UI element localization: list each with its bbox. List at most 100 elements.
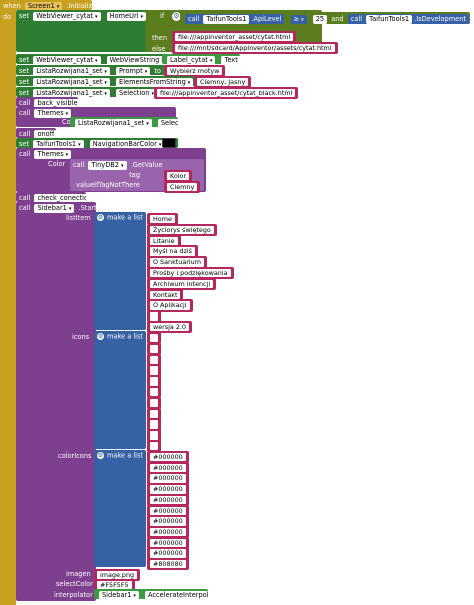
compare-op[interactable]: ≥ ▾ [290, 15, 307, 24]
label-cytat-dropdown[interactable]: Label_cytat ▾ [167, 56, 216, 64]
list-item-string[interactable]: Prośby i podziękowania [147, 267, 234, 280]
list-item-string[interactable]: wersja 2.0 [147, 321, 193, 334]
color-param-label: Color [48, 160, 66, 168]
selection-property-dropdown[interactable]: Selection▾ [157, 119, 178, 127]
sidebar1-dropdown[interactable]: Sidebar1 ▾ [34, 204, 75, 213]
color-icon-string[interactable]: #000000 [147, 451, 189, 464]
make-list-icons-block[interactable]: ⚙ make a list [94, 331, 146, 449]
icon-empty-string[interactable] [147, 440, 162, 453]
listarozwijana-dropdown[interactable]: ListaRozwijana1_set ▾ [33, 89, 110, 97]
event-block-frame[interactable] [0, 0, 16, 605]
list-item-string[interactable]: Home [147, 213, 178, 226]
listitem-param-label: listItem [66, 214, 91, 222]
gear-icon[interactable]: ⚙ [97, 452, 104, 459]
selectcolor-string[interactable]: #F5F5F5 [94, 579, 135, 592]
else-url-string[interactable]: file:///mnt/sdcard/AppInventor/assets/cy… [172, 42, 338, 55]
tinydb2-dropdown[interactable]: TinyDB2 ▾ [88, 161, 127, 170]
color-icon-string[interactable]: #808080 [147, 558, 189, 571]
color-icon-string[interactable]: #000000 [147, 472, 189, 485]
color-icon-string[interactable]: #000000 [147, 483, 189, 496]
interpolator-getter[interactable]: Sidebar1▾ AccelerateInterpolator▾ [94, 589, 208, 599]
check-conection-dropdown[interactable]: check_conection▾ [34, 194, 86, 202]
gear-icon[interactable]: ⚙ [97, 214, 104, 221]
interpolator-property-dropdown[interactable]: AccelerateInterpolator▾ [145, 591, 208, 599]
icon-empty-string[interactable] [147, 396, 162, 410]
make-list-items-block[interactable]: ⚙ make a list [94, 212, 146, 330]
color-icon-string[interactable]: #000000 [147, 515, 189, 528]
homeurl-property-dropdown[interactable]: HomeUrl ▾ [106, 12, 146, 21]
icon-empty-string[interactable] [147, 407, 162, 420]
list-item-string[interactable]: Litanie [147, 234, 181, 247]
icon-empty-string[interactable] [147, 375, 162, 388]
chevron-down-icon: ▾ [144, 69, 148, 75]
event-header[interactable]: when Screen1▾ .Initialize [0, 0, 92, 10]
color-icon-string[interactable]: #000000 [147, 536, 189, 549]
set-selection-block[interactable]: set ListaRozwijana1_set▾ Selection▾ to [16, 87, 160, 97]
prompt-string[interactable]: Wybierz motyw [164, 65, 226, 78]
color-icon-string[interactable]: #000000 [147, 461, 189, 475]
color-icon-string[interactable]: #000000 [147, 547, 189, 560]
make-list-coloricons-block[interactable]: ⚙ make a list [94, 450, 146, 567]
then-url-string[interactable]: file:///appinventor_asset/cytat.html [172, 31, 297, 44]
apilevel-call[interactable]: call TaifunTools1 .ApiLevel [185, 14, 285, 24]
list-item-string[interactable]: Życiorys świętego [147, 223, 217, 237]
webviewer-cytat-dropdown[interactable]: WebViewer_cytat ▾ [33, 12, 101, 21]
list-item-string[interactable] [147, 310, 162, 323]
list-item-string[interactable]: Kontakt [147, 288, 184, 301]
color-icon-string[interactable]: #000000 [147, 525, 189, 539]
listarozwijana-dropdown[interactable]: ListaRozwijana1_set ▾ [33, 78, 110, 86]
set-webviewstring-block[interactable]: set WebViewer_cytat▾ WebViewString▾ to [16, 54, 166, 64]
imagen-string[interactable]: image.png [94, 569, 141, 582]
icon-empty-string[interactable] [147, 353, 162, 366]
elements-string[interactable]: Ciemny, Jasny [194, 76, 252, 89]
selection-string[interactable]: file:///appinventor_asset/cytat_black.ht… [154, 87, 299, 100]
onoff-dropdown[interactable]: onoff▾ [34, 130, 56, 138]
prompt-property-dropdown[interactable]: Prompt ▾ [116, 67, 151, 75]
listarozwijana-dropdown[interactable]: ListaRozwijana1_set ▾ [33, 67, 110, 75]
sidebar-start-block[interactable]: call Sidebar1 ▾ .Start [16, 202, 96, 601]
icon-empty-string[interactable] [147, 418, 162, 431]
icon-empty-string[interactable] [147, 342, 162, 356]
themes-dropdown[interactable]: Themes ▾ [34, 109, 72, 118]
set-navbar-color-block[interactable]: set TaifunTools1▾ NavigationBarColor▾ to [16, 138, 178, 148]
selection-property-dropdown[interactable]: Selection▾ [116, 89, 157, 97]
label-cytat-text-getter[interactable]: Label_cytat▾ Text▾ [162, 54, 240, 64]
list-item-string[interactable]: O Sanktuarium [147, 256, 207, 269]
elementsfromstring-property-dropdown[interactable]: ElementsFromString ▾ [116, 78, 194, 86]
call-back-visible-block[interactable]: call back_visible▾ [16, 97, 78, 107]
icon-empty-string[interactable] [147, 429, 162, 442]
text-property-dropdown[interactable]: Text▾ [221, 56, 240, 64]
screen-component-dropdown[interactable]: Screen1 ▾ [24, 2, 63, 10]
list-item-string[interactable]: Myśl na dziś [147, 245, 198, 258]
themes-dropdown[interactable]: Themes ▾ [34, 150, 72, 159]
set-prompt-block[interactable]: set ListaRozwijana1_set ▾ Prompt ▾ to [16, 65, 166, 75]
call-onoff-block[interactable]: call onoff▾ [16, 128, 56, 138]
listarozwijana-dropdown[interactable]: ListaRozwijana1_set ▾ [75, 119, 152, 127]
back-visible-dropdown[interactable]: back_visible▾ [34, 99, 78, 107]
gear-icon[interactable]: ⚙ [97, 333, 104, 340]
color-icon-string[interactable]: #000000 [147, 493, 189, 507]
isdevelopment-call[interactable]: call TaifunTools1 .IsDevelopment [347, 14, 469, 24]
icon-empty-string[interactable] [147, 364, 162, 377]
fallback-ciemny-string[interactable]: Ciemny [164, 181, 201, 194]
gear-icon[interactable]: ⚙ [172, 12, 181, 21]
number-25[interactable]: 25 [312, 15, 328, 24]
icons-param-label: icons [72, 333, 90, 341]
set-elements-block[interactable]: set ListaRozwijana1_set ▾ ElementsFromStr… [16, 76, 200, 86]
set-homeurl-block[interactable]: set WebViewer_cytat▾ HomeUrl▾ to [16, 10, 152, 52]
webviewer-cytat-dropdown[interactable]: WebViewer_cytat ▾ [33, 56, 101, 64]
navbarcolor-property-dropdown[interactable]: NavigationBarColor ▾ [89, 140, 165, 148]
selection-getter[interactable]: ListaRozwijana1_set▾ Selection▾ [70, 117, 178, 127]
sidebar1-dropdown[interactable]: Sidebar1 ▾ [99, 591, 139, 599]
icon-empty-string[interactable] [147, 386, 162, 399]
list-item-string[interactable]: Archiwum intencji [147, 277, 217, 291]
call-check-conection-block[interactable]: call check_conection▾ [16, 192, 86, 202]
webviewstring-property-dropdown[interactable]: WebViewString▾ [106, 56, 166, 64]
tag-kolor-string[interactable]: Kolor [164, 170, 193, 183]
icon-empty-string[interactable] [147, 332, 162, 345]
and-block[interactable]: call TaifunTools1 .ApiLevel ≥ ▾ 25 and cal… [180, 12, 470, 24]
color-icon-string[interactable]: #000000 [147, 504, 189, 517]
taifuntools-dropdown[interactable]: TaifunTools1 ▾ [33, 140, 84, 148]
list-item-string[interactable]: O Aplikacji [147, 299, 193, 312]
black-color-swatch[interactable] [162, 138, 176, 148]
